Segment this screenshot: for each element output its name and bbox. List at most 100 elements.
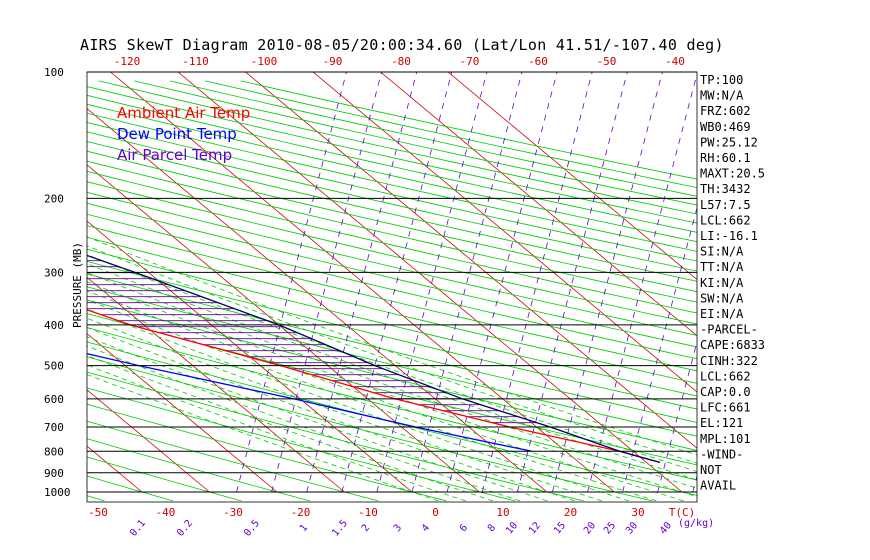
index-label: LCL:662 [700, 369, 751, 383]
top-temp-tick-label: -50 [597, 55, 617, 68]
dry-adiabat-line [87, 122, 697, 262]
legend-air-parcel-temp: Air Parcel Temp [117, 146, 232, 164]
ambient-temp-line [87, 309, 661, 464]
moist-adiabat-line [87, 272, 697, 489]
index-label: TH:3432 [700, 182, 751, 196]
index-label: EI:N/A [700, 307, 744, 321]
isotherm-line [110, 72, 615, 493]
mixing-ratio-label: 25 [602, 520, 618, 536]
isotherm-line [312, 72, 697, 393]
mixing-ratio-label: 1.5 [330, 518, 350, 539]
dry-adiabat-line [87, 225, 697, 372]
mixing-ratio-line [798, 72, 870, 492]
pressure-tick-label: 300 [44, 266, 64, 279]
mixing-ratio-label: 30 [624, 520, 640, 536]
isotherm-line [245, 72, 697, 449]
moist-adiabat-line [87, 374, 439, 502]
dry-adiabat-line [87, 387, 516, 502]
pressure-tick-label: 600 [44, 393, 64, 406]
pressure-tick-label: 100 [44, 66, 64, 79]
pressure-tick-label: 500 [44, 360, 64, 373]
mixing-ratio-line [341, 72, 453, 493]
index-label: SW:N/A [700, 291, 744, 305]
index-label: LI:-16.1 [700, 229, 758, 243]
moist-adiabat-line [87, 355, 494, 502]
dry-adiabat-line [87, 202, 697, 348]
mixing-ratio-label: 0.5 [242, 518, 262, 539]
index-label: -WIND- [700, 447, 743, 461]
pressure-tick-label: 900 [44, 467, 64, 480]
bottom-temp-tick-label: -10 [358, 506, 378, 519]
mixing-ratio-label: 1 [298, 523, 310, 535]
mixing-ratio-label: 4 [420, 523, 432, 535]
dry-adiabat-line [87, 131, 697, 272]
mixing-ratio-line [411, 72, 523, 493]
dry-adiabat-line [87, 420, 379, 502]
mixing-ratio-line [271, 72, 382, 493]
index-label: LCL:662 [700, 213, 751, 227]
pressure-tick-label: 1000 [44, 486, 71, 499]
mixing-ratio-label: 12 [527, 520, 543, 536]
dry-adiabat-line [87, 191, 697, 336]
mixing-ratio-line [481, 72, 593, 493]
index-label: CAPE:6833 [700, 338, 765, 352]
dry-adiabat-line [87, 356, 653, 502]
plot-frame [86, 71, 698, 503]
index-label: AVAIL [700, 479, 736, 493]
pressure-tick-label: 800 [44, 445, 64, 458]
moist-adiabat-line [87, 290, 684, 502]
dry-adiabat-line [87, 403, 447, 502]
parcel-temp-line [87, 254, 661, 464]
index-label: WB0:469 [700, 120, 751, 134]
mixing-ratio-line [657, 340, 697, 493]
mixing-ratio-line [552, 72, 663, 493]
isotherm-line [0, 72, 7, 492]
moist-adiabat-line [87, 299, 657, 502]
mixing-ratio-label: 0.2 [175, 518, 195, 539]
y-axis-label: PRESSURE (MB) [71, 242, 84, 328]
bottom-temp-tick-label: 30 [631, 506, 644, 519]
mixing-ratio-unit-label: (g/kg) [678, 518, 714, 529]
moist-adiabat-line [87, 327, 575, 502]
index-label: CAP:0.0 [700, 385, 751, 399]
dry-adiabat-line [240, 80, 697, 180]
x-axis-label: T(C) [669, 506, 696, 519]
legend-dew-point-temp: Dew Point Temp [117, 125, 237, 143]
dry-adiabat-line [0, 81, 36, 501]
dry-adiabat-line [87, 438, 310, 502]
isotherm-line [87, 389, 210, 493]
dry-adiabat-line [134, 80, 697, 206]
dry-adiabat-line [87, 181, 697, 325]
moist-adiabat-line [87, 364, 466, 502]
index-label: TT:N/A [700, 260, 744, 274]
mixing-ratio-label: 8 [486, 523, 498, 535]
dry-adiabat-line [87, 286, 697, 437]
isotherm-line [177, 72, 683, 493]
dry-adiabat-line [87, 213, 697, 360]
dry-adiabat-line [87, 236, 697, 384]
index-label: SI:N/A [700, 245, 744, 259]
index-label: PW:25.12 [700, 135, 758, 149]
index-label: MAXT:20.5 [700, 167, 765, 181]
pressure-tick-label: 700 [44, 421, 64, 434]
mixing-ratio-line [376, 72, 488, 493]
legend-ambient-air-temp: Ambient Air Temp [117, 104, 250, 122]
top-temp-tick-label: -80 [391, 55, 411, 68]
mixing-ratio-label: 15 [552, 520, 568, 536]
index-label: NOT [700, 463, 722, 477]
moist-adiabat-line [87, 236, 697, 456]
top-temp-tick-label: -70 [460, 55, 480, 68]
plot-area [0, 72, 870, 502]
page-title: AIRS SkewT Diagram 2010-08-05/20:00:34.6… [80, 36, 724, 54]
bottom-temp-tick-label: 10 [496, 506, 509, 519]
dry-adiabat-line [205, 80, 697, 189]
mixing-ratio-label: 10 [504, 520, 520, 536]
moist-adiabat-line [87, 345, 521, 502]
mixing-ratio-line [622, 206, 697, 493]
dry-adiabat-line [87, 456, 242, 502]
pressure-tick-label: 200 [44, 192, 64, 205]
dry-adiabat-line [87, 141, 697, 282]
dry-adiabat-line [87, 260, 697, 410]
index-label: L57:7.5 [700, 198, 751, 212]
